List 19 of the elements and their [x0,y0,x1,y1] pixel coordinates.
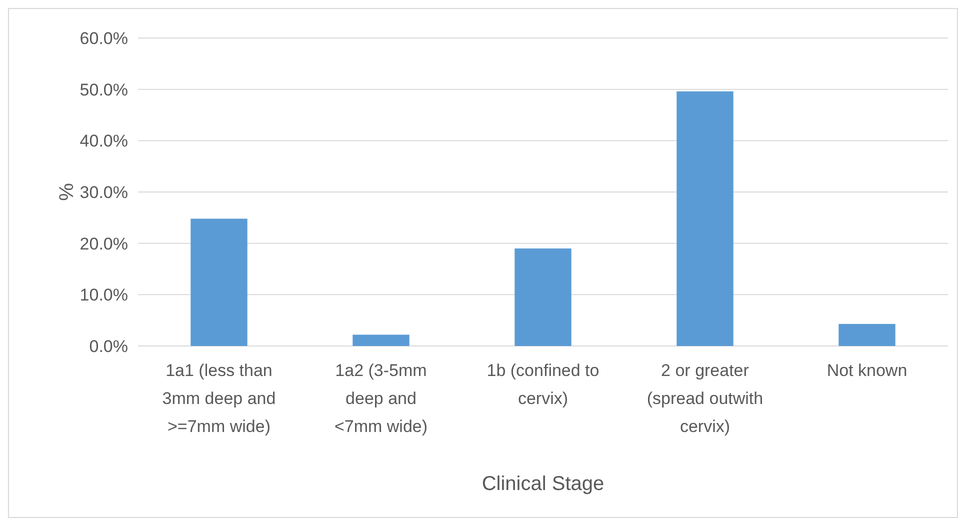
y-tick-label: 10.0% [80,286,128,305]
x-tick-label: 1a2 (3-5mm deep and <7mm wide) [334,361,428,436]
y-tick-label: 40.0% [80,132,128,151]
x-tick-label: 1b (confined to cervix) [486,361,600,408]
y-tick-label: 0.0% [89,336,128,356]
y-tick-label: 60.0% [80,28,128,48]
y-tick-label: 20.0% [80,234,128,254]
y-tick-label: 30.0% [80,182,128,202]
x-tick-label: 2 or greater (spread outwith cervix) [646,361,764,436]
bar [190,218,248,346]
x-tick-label: 1a1 (less than 3mm deep and >=7mm wide) [162,361,276,436]
x-tick-label: Not known [826,361,908,380]
bar [838,324,896,346]
bar [514,248,572,346]
x-axis-title: Clinical Stage [482,473,604,495]
y-tick-label: 50.0% [80,80,128,100]
bar [676,91,734,346]
y-axis-title: % [56,182,78,201]
bar [352,334,410,346]
